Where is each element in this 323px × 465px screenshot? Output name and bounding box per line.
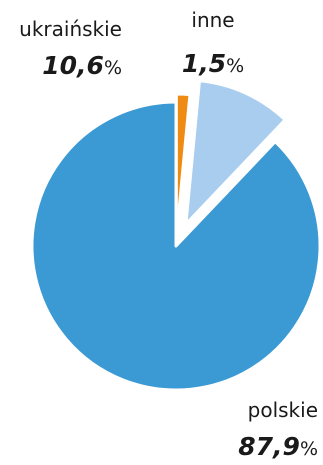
- value-inne-unit: %: [226, 55, 244, 77]
- label-polskie: polskie: [248, 398, 318, 422]
- value-polskie-unit: %: [300, 438, 318, 460]
- value-ukrainskie: 10,6%: [42, 51, 122, 80]
- label-ukrainskie: ukraińskie: [19, 17, 122, 41]
- pie-slice-polskie: [30, 100, 322, 392]
- value-inne: 1,5%: [182, 49, 244, 78]
- value-ukrainskie-number: 10,6: [42, 51, 104, 80]
- value-ukrainskie-unit: %: [104, 57, 122, 79]
- label-inne: inne: [191, 8, 234, 32]
- value-polskie-number: 87,9: [238, 432, 300, 461]
- value-polskie: 87,9%: [238, 432, 318, 461]
- value-inne-number: 1,5: [182, 49, 226, 78]
- pie-slice-ukrainskie: [184, 79, 287, 226]
- pie-slice-inne: [174, 92, 192, 240]
- pie-slices: [30, 79, 322, 392]
